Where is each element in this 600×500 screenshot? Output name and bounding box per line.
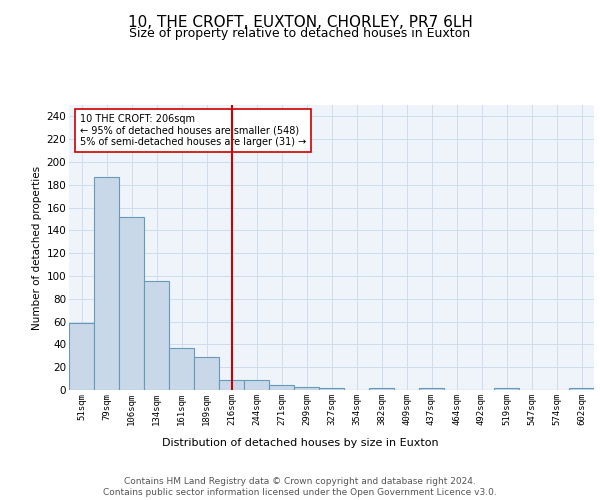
- Bar: [194, 357, 219, 390]
- Text: 10, THE CROFT, EUXTON, CHORLEY, PR7 6LH: 10, THE CROFT, EUXTON, CHORLEY, PR7 6LH: [128, 15, 472, 30]
- Y-axis label: Number of detached properties: Number of detached properties: [32, 166, 43, 330]
- Bar: [419, 388, 444, 390]
- Text: Contains HM Land Registry data © Crown copyright and database right 2024.
Contai: Contains HM Land Registry data © Crown c…: [103, 478, 497, 497]
- Bar: [94, 177, 119, 390]
- Bar: [119, 216, 144, 390]
- Text: 10 THE CROFT: 206sqm
← 95% of detached houses are smaller (548)
5% of semi-detac: 10 THE CROFT: 206sqm ← 95% of detached h…: [79, 114, 306, 147]
- Bar: [144, 280, 169, 390]
- Bar: [169, 348, 194, 390]
- Bar: [69, 322, 94, 390]
- Bar: [319, 388, 344, 390]
- Text: Distribution of detached houses by size in Euxton: Distribution of detached houses by size …: [161, 438, 439, 448]
- Bar: [369, 388, 394, 390]
- Bar: [569, 388, 594, 390]
- Bar: [269, 386, 294, 390]
- Bar: [494, 388, 519, 390]
- Bar: [294, 386, 319, 390]
- Text: Size of property relative to detached houses in Euxton: Size of property relative to detached ho…: [130, 28, 470, 40]
- Bar: [244, 380, 269, 390]
- Bar: [219, 380, 244, 390]
